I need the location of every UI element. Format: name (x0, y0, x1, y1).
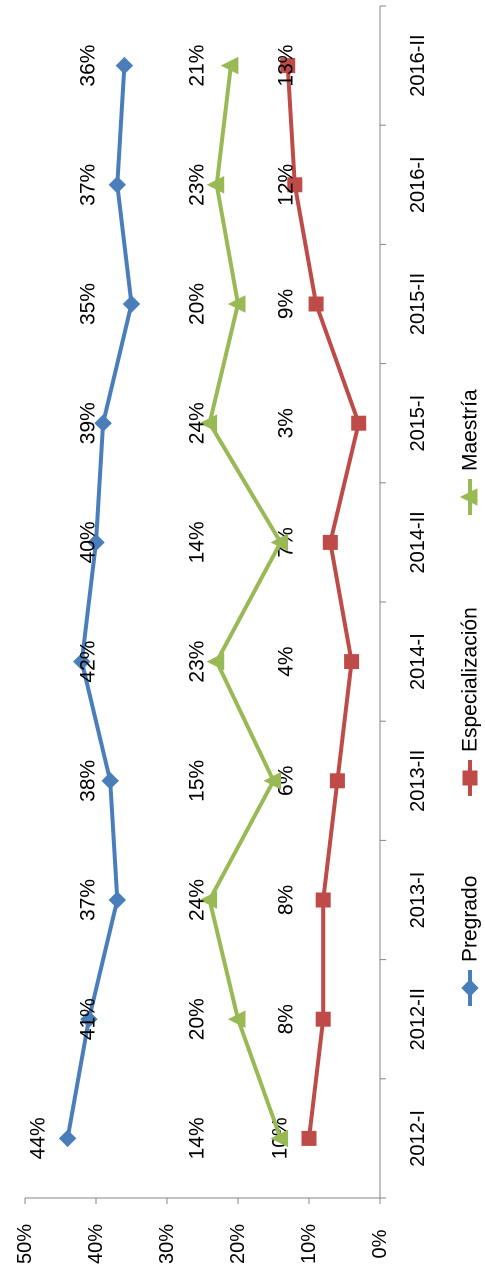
data-point (58, 1129, 77, 1148)
data-point (199, 891, 218, 909)
series-Pregrado: 44% 41% 37% 38% 42% 40% 39% 35% 37% 36% (27, 45, 141, 1159)
value-tick-label: 0% (369, 1229, 391, 1258)
data-label: 36% (77, 45, 100, 87)
data-label: 24% (186, 402, 209, 444)
legend-entry: Especialización (459, 607, 482, 796)
data-label: 20% (186, 283, 209, 325)
data-label: 37% (77, 164, 100, 206)
data-point (206, 175, 225, 194)
value-tick-label: 50% (14, 1224, 36, 1264)
data-point (351, 415, 367, 431)
data-point (315, 892, 331, 908)
data-label: 23% (186, 164, 209, 206)
data-label: 44% (27, 1117, 50, 1159)
legend-marker (461, 979, 479, 997)
data-point (199, 414, 218, 433)
data-label: 8% (275, 885, 298, 915)
category-tick-label: 2013-I (407, 872, 429, 929)
data-label: 4% (275, 646, 298, 676)
data-label: 42% (77, 641, 100, 683)
data-point (280, 58, 296, 74)
data-label: 13% (275, 45, 298, 87)
data-point (73, 652, 91, 671)
data-label: 3% (275, 408, 298, 438)
data-point (308, 296, 324, 312)
chart-axes: 2012-I 2012-II 2013-I 2013-II 2014-I 2014-II 2… (14, 5, 429, 1264)
data-label: 14% (186, 1117, 209, 1159)
data-label: 39% (77, 402, 100, 444)
legend-marker (462, 770, 478, 786)
category-tick-label: 2014-II (407, 511, 429, 573)
data-point (270, 533, 289, 552)
data-point (227, 1010, 246, 1029)
category-tick-label: 2016-II (407, 34, 429, 96)
category-tick-label: 2013-II (407, 750, 429, 812)
data-label: 40% (77, 521, 100, 563)
value-axis-ticks: 0% 10% 20% 30% 40% 50% (14, 1198, 391, 1264)
data-point (206, 652, 225, 671)
value-tick-label: 20% (227, 1224, 249, 1264)
category-tick-label: 2015-I (407, 395, 429, 452)
category-tick-label: 2016-I (407, 156, 429, 213)
series-Maestría: 14% 20% 24% 15% 23% 14% 24% 20% 23% 21% (186, 45, 289, 1159)
data-label: 14% (186, 521, 209, 563)
data-point (301, 1130, 317, 1146)
category-tick-label: 2015-II (407, 273, 429, 335)
chart-series: 44%41%37%38%42%40%39%35%37%36%10%8%8%6%4… (27, 45, 367, 1159)
data-point (263, 771, 281, 790)
data-point (322, 534, 338, 550)
legend-label: Especialización (459, 607, 482, 752)
data-label: 24% (186, 879, 209, 921)
data-point (315, 1011, 331, 1027)
data-point (108, 891, 127, 909)
data-point (108, 176, 127, 194)
series-Especialización: 10%8%8%6%4%7%3%9%12%13% (269, 45, 367, 1159)
value-tick-label: 30% (156, 1224, 178, 1264)
data-point (329, 773, 345, 789)
data-label: 15% (186, 760, 209, 802)
data-point (80, 1010, 98, 1028)
data-point (94, 414, 112, 432)
data-label: 21% (186, 45, 209, 87)
category-tick-label: 2012-II (407, 988, 429, 1050)
data-label: 8% (275, 1004, 298, 1034)
value-tick-label: 10% (298, 1224, 320, 1264)
data-label: 41% (77, 998, 100, 1040)
chart-legend: Pregrado Especialización Maestría (459, 389, 482, 1006)
data-label: 20% (186, 998, 209, 1040)
data-point (87, 533, 105, 552)
legend-entry: Maestría (459, 389, 482, 515)
data-label: 38% (77, 760, 100, 802)
data-point (270, 1129, 289, 1148)
data-label: 12% (275, 164, 298, 206)
data-point (122, 295, 141, 313)
series-line (207, 65, 283, 1140)
data-label: 35% (77, 283, 100, 325)
data-label: 37% (77, 879, 100, 921)
data-point (287, 177, 303, 193)
legend-entry: Pregrado (459, 876, 482, 1006)
series-line (285, 65, 361, 1139)
data-label: 23% (186, 641, 209, 683)
series-line (65, 65, 134, 1139)
legend-label: Pregrado (459, 876, 482, 962)
category-tick-label: 2012-I (407, 1110, 429, 1167)
data-label: 9% (275, 289, 298, 319)
category-tick-label: 2014-I (407, 633, 429, 690)
legend-marker (459, 488, 478, 506)
category-axis-ticks: 2012-I 2012-II 2013-I 2013-II 2014-I 2014-II 2… (380, 5, 429, 1199)
data-point (101, 772, 119, 790)
value-tick-label: 40% (85, 1224, 107, 1264)
data-point (115, 56, 134, 75)
data-point (344, 654, 360, 670)
data-point (227, 295, 246, 313)
legend-label: Maestría (459, 389, 482, 471)
data-point (220, 56, 239, 75)
